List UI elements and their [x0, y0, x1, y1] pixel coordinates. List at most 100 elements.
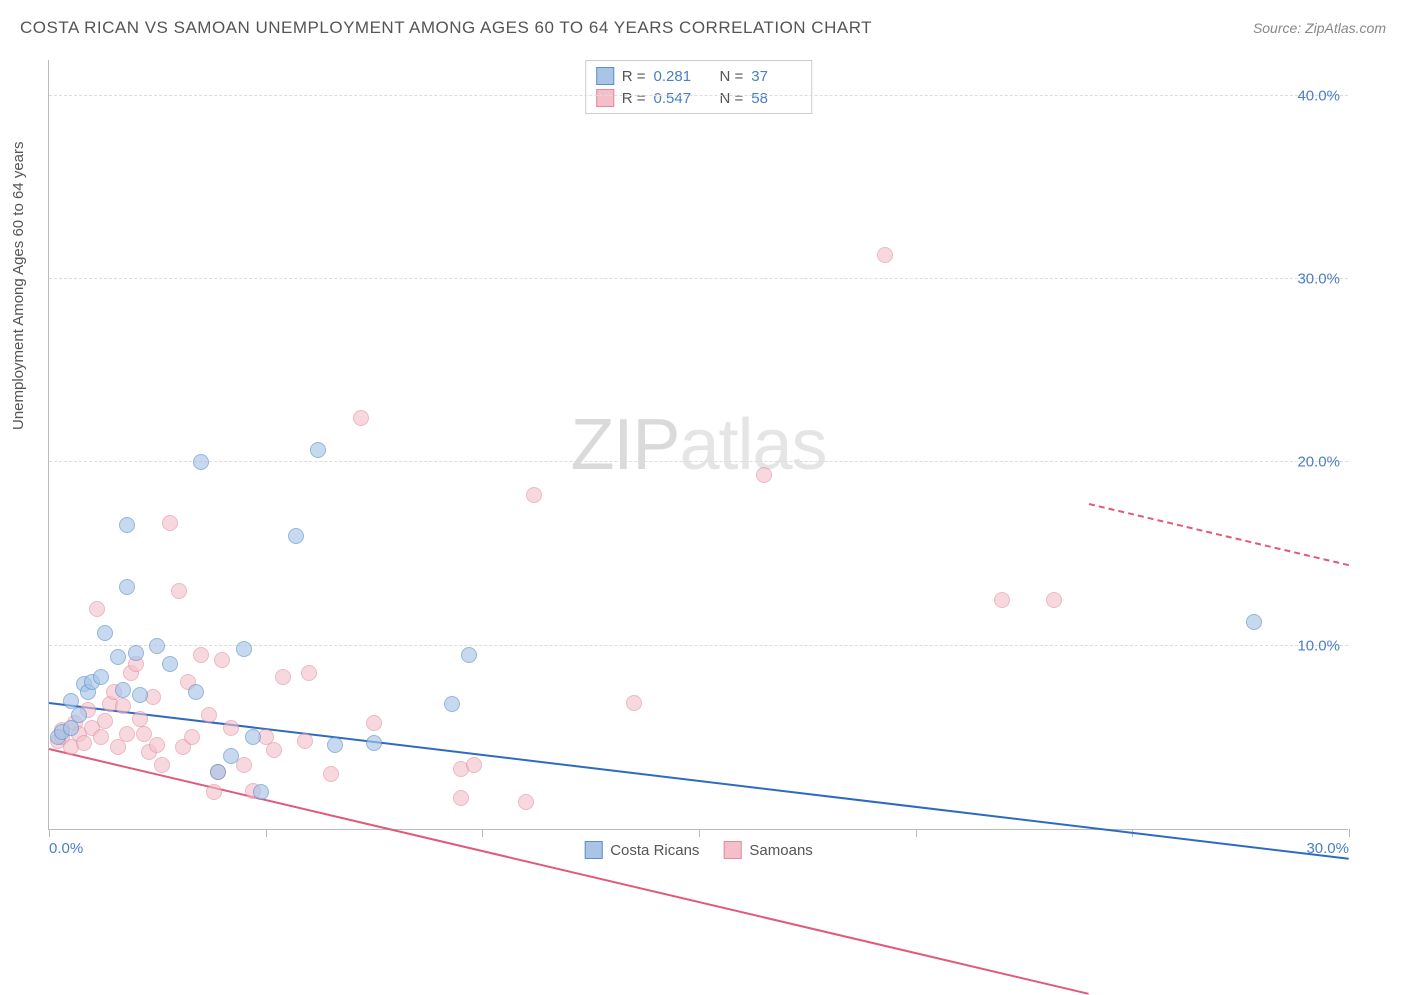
- data-point: [301, 665, 317, 681]
- data-point: [162, 656, 178, 672]
- x-tick-label: 0.0%: [49, 840, 83, 857]
- data-point: [288, 528, 304, 544]
- data-point: [310, 442, 326, 458]
- data-point: [132, 687, 148, 703]
- data-point: [223, 720, 239, 736]
- data-point: [93, 669, 109, 685]
- r-label: R =: [622, 90, 646, 107]
- series-legend: Costa Ricans Samoans: [584, 841, 813, 859]
- data-point: [1046, 592, 1062, 608]
- scatter-plot-area: ZIPatlas R =0.281N =37R =0.547N =58 Cost…: [48, 60, 1348, 830]
- legend-swatch: [596, 67, 614, 85]
- x-tick: [49, 829, 50, 837]
- stats-legend-row: R = 0.281 N = 37: [596, 65, 802, 87]
- data-point: [323, 766, 339, 782]
- data-point: [756, 467, 772, 483]
- data-point: [193, 454, 209, 470]
- x-tick: [482, 829, 483, 837]
- data-point: [193, 647, 209, 663]
- data-point: [210, 764, 226, 780]
- data-point: [110, 649, 126, 665]
- data-point: [119, 579, 135, 595]
- data-point: [97, 625, 113, 641]
- y-tick-label: 40.0%: [1297, 87, 1340, 104]
- legend-swatch: [596, 89, 614, 107]
- data-point: [188, 684, 204, 700]
- data-point: [626, 695, 642, 711]
- y-tick-label: 30.0%: [1297, 271, 1340, 288]
- data-point: [89, 601, 105, 617]
- r-label: R =: [622, 68, 646, 85]
- data-point: [275, 669, 291, 685]
- data-point: [453, 790, 469, 806]
- data-point: [466, 757, 482, 773]
- data-point: [518, 794, 534, 810]
- n-value: 37: [751, 68, 801, 85]
- regression-line: [49, 748, 1089, 995]
- data-point: [236, 641, 252, 657]
- x-tick: [699, 829, 700, 837]
- data-point: [149, 638, 165, 654]
- data-point: [253, 784, 269, 800]
- n-value: 58: [751, 90, 801, 107]
- data-point: [128, 645, 144, 661]
- data-point: [119, 517, 135, 533]
- y-tick-label: 10.0%: [1297, 637, 1340, 654]
- r-value: 0.547: [654, 90, 704, 107]
- data-point: [115, 682, 131, 698]
- x-tick: [266, 829, 267, 837]
- data-point: [201, 707, 217, 723]
- data-point: [461, 647, 477, 663]
- data-point: [149, 737, 165, 753]
- data-point: [184, 729, 200, 745]
- x-tick: [916, 829, 917, 837]
- data-point: [154, 757, 170, 773]
- series-name: Costa Ricans: [610, 842, 699, 859]
- data-point: [206, 784, 222, 800]
- gridline: [49, 95, 1348, 96]
- data-point: [97, 713, 113, 729]
- data-point: [71, 707, 87, 723]
- gridline: [49, 461, 1348, 462]
- r-value: 0.281: [654, 68, 704, 85]
- data-point: [63, 693, 79, 709]
- data-point: [526, 487, 542, 503]
- data-point: [877, 247, 893, 263]
- series-legend-item: Costa Ricans: [584, 841, 699, 859]
- data-point: [245, 729, 261, 745]
- correlation-stats-legend: R = 0.281 N = 37 R = 0.547 N = 58: [585, 60, 813, 114]
- data-point: [223, 748, 239, 764]
- n-label: N =: [720, 68, 744, 85]
- chart-title: COSTA RICAN VS SAMOAN UNEMPLOYMENT AMONG…: [20, 18, 872, 38]
- data-point: [353, 410, 369, 426]
- stats-legend-row: R = 0.547 N = 58: [596, 87, 802, 109]
- x-tick: [1349, 829, 1350, 837]
- data-point: [1246, 614, 1262, 630]
- data-point: [115, 698, 131, 714]
- data-point: [366, 715, 382, 731]
- data-point: [994, 592, 1010, 608]
- data-point: [132, 711, 148, 727]
- series-name: Samoans: [749, 842, 812, 859]
- watermark: ZIPatlas: [570, 404, 826, 486]
- regression-line: [1089, 503, 1349, 566]
- data-point: [444, 696, 460, 712]
- y-tick-label: 20.0%: [1297, 454, 1340, 471]
- data-point: [327, 737, 343, 753]
- data-point: [119, 726, 135, 742]
- legend-swatch: [584, 841, 602, 859]
- legend-swatch: [723, 841, 741, 859]
- data-point: [171, 583, 187, 599]
- source-attribution: Source: ZipAtlas.com: [1253, 20, 1386, 36]
- y-axis-label: Unemployment Among Ages 60 to 64 years: [10, 141, 27, 430]
- data-point: [266, 742, 282, 758]
- data-point: [214, 652, 230, 668]
- data-point: [297, 733, 313, 749]
- data-point: [93, 729, 109, 745]
- data-point: [366, 735, 382, 751]
- n-label: N =: [720, 90, 744, 107]
- data-point: [162, 515, 178, 531]
- gridline: [49, 278, 1348, 279]
- series-legend-item: Samoans: [723, 841, 812, 859]
- data-point: [236, 757, 252, 773]
